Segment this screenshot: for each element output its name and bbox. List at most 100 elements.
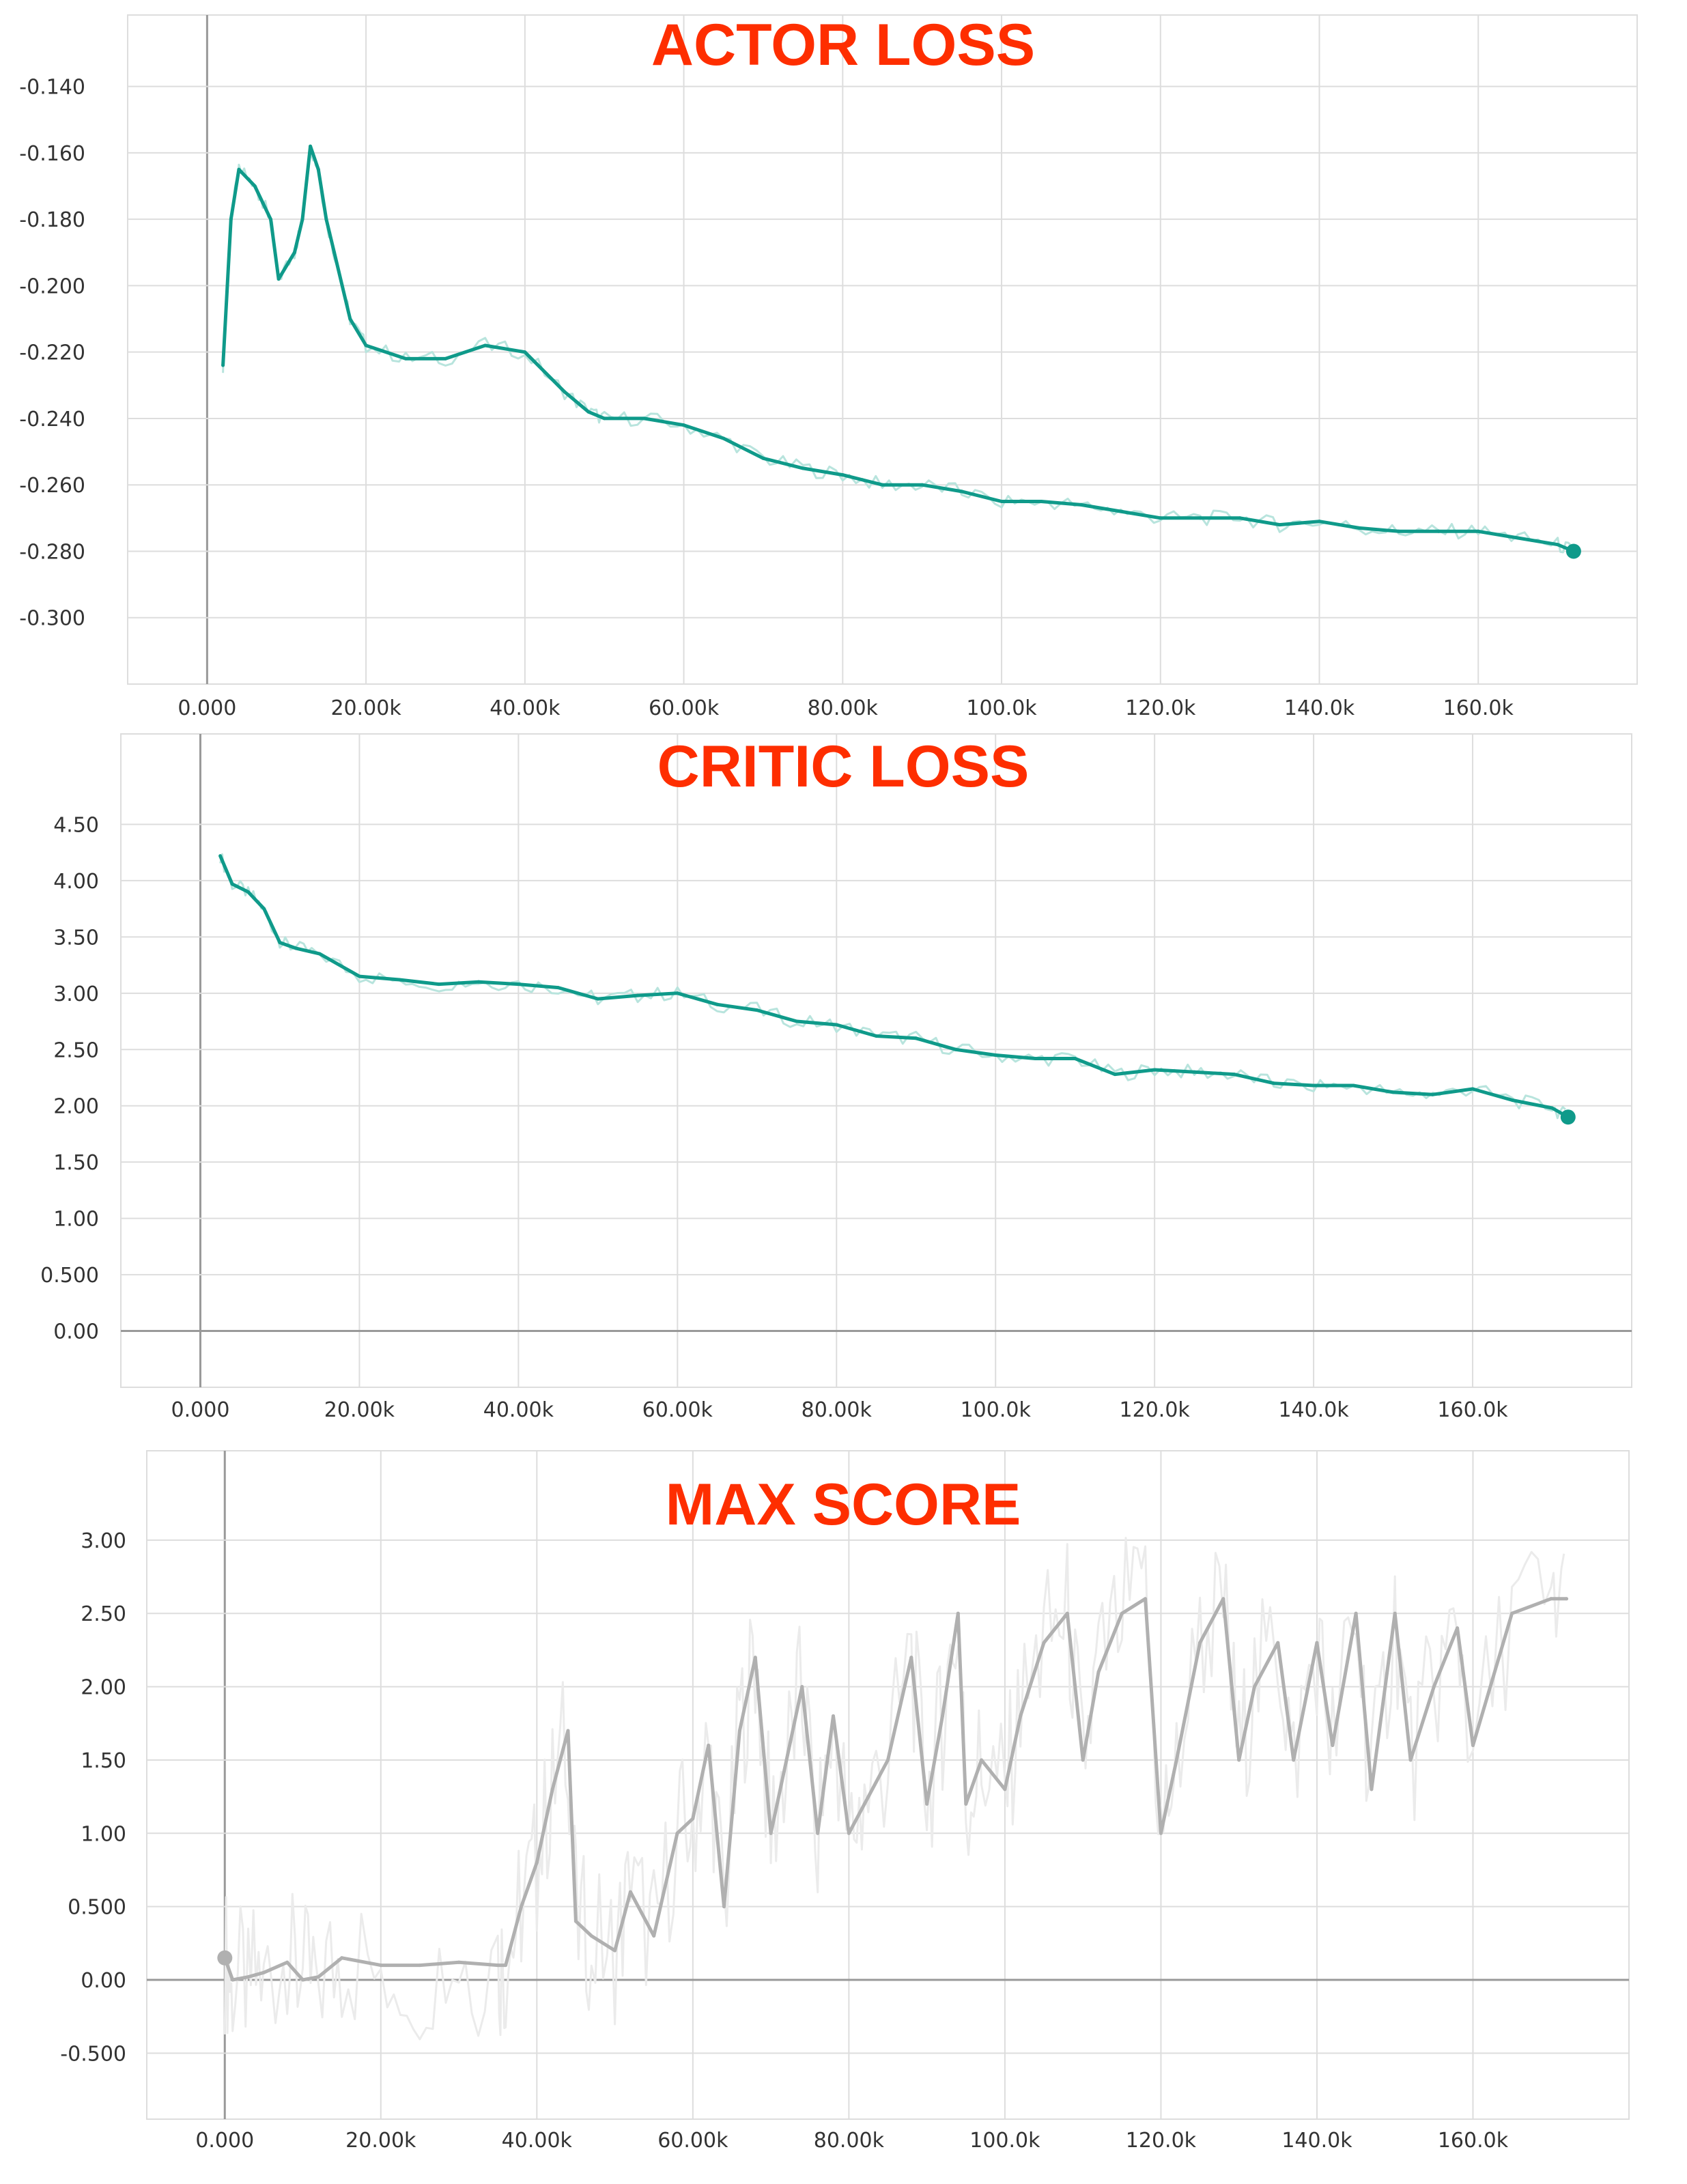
y-tick-label: 3.50	[53, 926, 99, 950]
data-point	[301, 1978, 304, 1982]
y-tick-label: 2.50	[53, 1038, 99, 1062]
data-point	[1096, 1670, 1101, 1674]
y-tick-label: -0.280	[19, 540, 85, 564]
data-point	[550, 1787, 554, 1791]
data-point	[516, 982, 520, 987]
data-point	[1408, 1758, 1413, 1762]
y-tick-label: -0.240	[19, 408, 85, 431]
data-point	[1510, 1098, 1514, 1102]
data-point	[520, 1905, 523, 1909]
data-point	[954, 1047, 958, 1051]
x-tick-label: 40.00k	[490, 696, 561, 720]
data-point	[675, 1831, 679, 1835]
y-tick-label: 2.00	[53, 1095, 99, 1119]
data-point	[292, 251, 296, 255]
data-point	[379, 1963, 383, 1968]
data-point	[1550, 1106, 1554, 1110]
data-point	[722, 436, 726, 440]
data-point	[1237, 1758, 1241, 1762]
data-point	[1119, 509, 1123, 513]
x-tick-label: 140.0k	[1284, 696, 1355, 720]
data-point	[1315, 1641, 1319, 1645]
y-tick-label: -0.200	[19, 274, 85, 298]
raw-series-line	[219, 853, 1566, 1120]
y-tick-label: -0.160	[19, 142, 85, 166]
data-point	[840, 473, 845, 477]
x-tick-label: 120.0k	[1125, 696, 1196, 720]
series-marker	[1560, 1109, 1576, 1125]
data-point	[1174, 1758, 1178, 1762]
data-point	[294, 946, 298, 950]
data-point	[483, 343, 487, 348]
data-point	[941, 1714, 944, 1718]
data-point	[801, 466, 805, 470]
data-point	[1276, 1641, 1280, 1645]
x-tick-label: 160.0k	[1438, 2129, 1509, 2153]
data-point	[761, 456, 765, 460]
data-point	[691, 1817, 695, 1821]
data-point	[278, 941, 282, 945]
data-point	[1277, 523, 1281, 527]
data-point	[1079, 502, 1083, 507]
data-point	[348, 317, 352, 321]
x-tick-label: 100.0k	[966, 696, 1037, 720]
data-point	[556, 986, 561, 990]
data-point	[253, 184, 257, 188]
y-tick-label: 1.50	[53, 1151, 99, 1175]
data-point	[1565, 1597, 1569, 1601]
data-point	[1039, 500, 1043, 503]
data-point	[277, 277, 281, 281]
data-point	[563, 390, 567, 394]
data-point	[925, 1802, 929, 1806]
data-point	[1471, 1087, 1475, 1091]
data-point	[1232, 1073, 1236, 1077]
y-tick-label: -0.300	[19, 607, 85, 631]
y-tick-label: 0.00	[53, 1320, 99, 1344]
data-point	[317, 952, 322, 956]
data-point	[628, 1890, 632, 1894]
data-point	[1159, 1831, 1163, 1835]
y-tick-label: -0.180	[19, 208, 85, 232]
x-tick-label: 140.0k	[1278, 1398, 1349, 1422]
data-point	[675, 991, 679, 995]
x-tick-label: 160.0k	[1443, 696, 1514, 720]
y-tick-label: -0.500	[60, 2042, 126, 2066]
plot-frame	[120, 733, 1632, 1388]
data-point	[715, 1002, 720, 1006]
y-tick-label: 1.50	[81, 1749, 126, 1773]
data-point	[230, 882, 234, 886]
data-point	[755, 1008, 759, 1012]
data-point	[1556, 543, 1560, 547]
data-point	[652, 1934, 656, 1938]
data-point	[834, 1023, 838, 1027]
data-point	[332, 251, 337, 255]
data-point	[1003, 1787, 1007, 1791]
data-point	[1292, 1758, 1296, 1762]
y-tick-label: 0.500	[40, 1264, 99, 1288]
data-point	[1120, 1611, 1124, 1615]
data-point	[753, 1656, 757, 1660]
data-point	[261, 201, 265, 205]
data-point	[636, 993, 640, 997]
data-point	[956, 1611, 960, 1615]
data-point	[875, 1034, 878, 1038]
data-point	[1391, 1090, 1395, 1094]
y-tick-label: -0.260	[19, 474, 85, 498]
raw-series-line	[222, 152, 1572, 554]
x-tick-label: 160.0k	[1437, 1398, 1508, 1422]
data-point	[285, 1960, 289, 1964]
data-point	[1357, 526, 1361, 530]
data-point	[707, 1744, 711, 1747]
data-point	[993, 1053, 997, 1057]
data-point	[496, 1963, 500, 1968]
y-tick-label: 0.00	[81, 1969, 126, 1993]
y-tick-label: 2.00	[81, 1676, 126, 1700]
data-point	[1510, 1611, 1514, 1615]
data-point	[596, 997, 600, 1001]
data-point	[784, 1758, 789, 1762]
data-point	[1516, 536, 1520, 540]
data-point	[535, 1860, 539, 1864]
data-point	[1081, 1758, 1085, 1762]
data-point	[1144, 1597, 1148, 1601]
data-point	[1042, 1641, 1046, 1645]
